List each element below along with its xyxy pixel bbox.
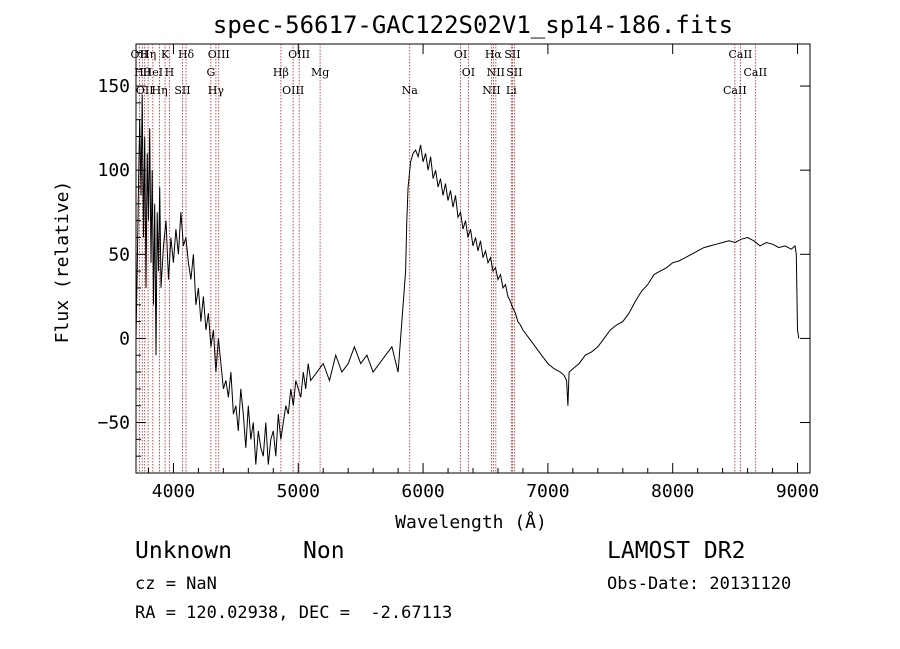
line-marker-label: OI xyxy=(454,48,467,61)
redshift-cz: cz = NaN xyxy=(135,574,217,594)
y-tick-label: 150 xyxy=(97,76,130,97)
survey-name: LAMOST DR2 xyxy=(607,538,746,564)
chart-title: spec-56617-GAC122S02V1_sp14-186.fits xyxy=(213,11,733,39)
y-tick-label: −50 xyxy=(97,413,130,434)
plot-frame xyxy=(135,43,811,474)
line-marker-label: Hη xyxy=(151,84,167,97)
line-marker-label: OII xyxy=(131,48,149,61)
line-marker-label: SII xyxy=(506,66,522,79)
x-axis-label: Wavelength (Å) xyxy=(395,511,547,533)
line-marker-label: SII xyxy=(504,48,520,61)
spectral-line-markers xyxy=(138,44,756,473)
line-marker-label: G xyxy=(206,66,215,79)
line-marker-label: NII xyxy=(482,84,500,97)
y-axis-ticks: −50 0 50 100 150 xyxy=(97,51,810,457)
line-marker-label: OIII xyxy=(208,48,230,61)
line-marker-label: OIII xyxy=(288,48,310,61)
object-subclass: Non xyxy=(303,538,345,564)
x-axis-ticks: 4000 5000 6000 7000 8000 9000 xyxy=(147,44,819,502)
line-marker-label: H xyxy=(165,66,175,79)
y-tick-label: 0 xyxy=(119,328,130,349)
line-marker-label: Hα xyxy=(485,48,503,61)
line-marker-label: Hβ xyxy=(273,66,289,79)
line-marker-label: CaII xyxy=(743,66,767,79)
observation-date: Obs-Date: 20131120 xyxy=(607,574,792,594)
line-marker-label: SII xyxy=(174,84,190,97)
line-marker-label: OI xyxy=(462,66,475,79)
line-marker-label: CaII xyxy=(723,84,747,97)
line-marker-label: HeI xyxy=(143,66,163,79)
line-marker-label: K xyxy=(161,48,170,61)
x-tick-label: 6000 xyxy=(401,481,444,502)
line-marker-label: Na xyxy=(402,84,419,97)
x-tick-label: 5000 xyxy=(277,481,320,502)
y-tick-label: 100 xyxy=(97,160,130,181)
object-class: Unknown xyxy=(135,538,232,564)
y-axis-label: Flux (relative) xyxy=(52,181,73,344)
x-tick-label: 8000 xyxy=(651,481,694,502)
x-tick-label: 4000 xyxy=(152,481,195,502)
x-tick-label: 9000 xyxy=(776,481,819,502)
line-marker-label: Li xyxy=(506,84,517,97)
line-marker-label: CaII xyxy=(729,48,753,61)
ra-dec: RA = 120.02938, DEC = -2.67113 xyxy=(135,603,453,623)
spectral-line-labels: OIIHθOIIHηHeIHηKHSIIHδGHγOIIIHβOIIIOIIIM… xyxy=(131,48,768,97)
line-marker-label: Hδ xyxy=(178,48,195,61)
x-tick-label: 7000 xyxy=(526,481,569,502)
spectrum-line xyxy=(135,94,800,465)
line-marker-label: Hγ xyxy=(208,84,225,97)
line-marker-label: Hη xyxy=(140,48,156,61)
line-marker-label: OIII xyxy=(282,84,304,97)
y-tick-label: 50 xyxy=(108,244,130,265)
line-marker-label: NII xyxy=(487,66,505,79)
line-marker-label: Mg xyxy=(311,66,329,79)
line-marker-label: OII xyxy=(136,84,154,97)
